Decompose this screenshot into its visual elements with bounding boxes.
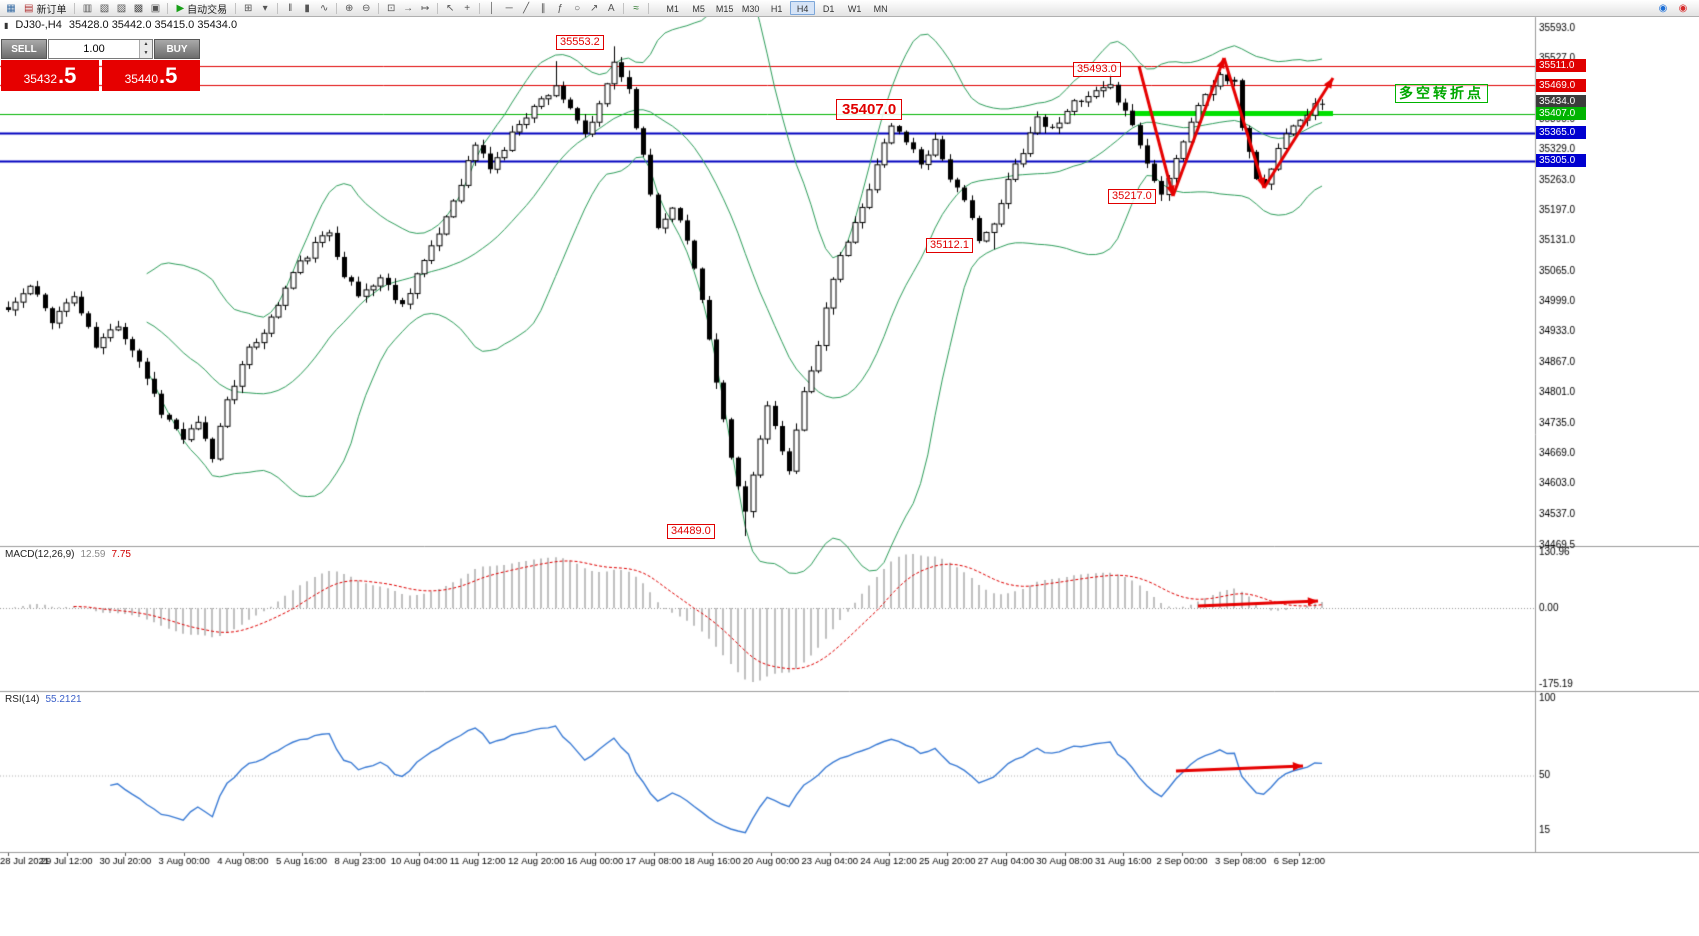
channel-icon[interactable]: ∥ xyxy=(540,2,546,14)
data-window-icon[interactable]: ▧ xyxy=(99,2,110,14)
price-marker-35365.0: 35365.0 xyxy=(1536,126,1586,140)
auto-scroll-icon[interactable]: → xyxy=(403,2,414,14)
toolbar-separator xyxy=(74,2,76,14)
toolbar-separator xyxy=(648,2,650,14)
timeframe-m1[interactable]: M1 xyxy=(666,4,679,14)
sell-price-big: .5 xyxy=(58,62,77,88)
rsi-value: 55.2121 xyxy=(45,694,82,705)
macd-main-value: 12.59 xyxy=(80,549,106,560)
vertical-line-icon[interactable]: │ xyxy=(489,2,496,14)
price-annotation-level-35407: 35407.0 xyxy=(836,99,903,120)
crosshair-icon[interactable]: + xyxy=(464,2,471,14)
terminal-icon[interactable]: ▩ xyxy=(133,2,144,14)
timeframe-m30[interactable]: M30 xyxy=(741,4,760,14)
price-annotation-low-35217: 35217.0 xyxy=(1108,189,1156,204)
sell-button[interactable]: SELL xyxy=(1,39,47,59)
symbol-ohlc: 35428.0 35442.0 35415.0 35434.0 xyxy=(68,19,238,31)
price-marker-35305.0: 35305.0 xyxy=(1536,154,1586,168)
buy-price-display[interactable]: 35440 .5 xyxy=(102,60,200,91)
strategy-tester-icon[interactable]: ▣ xyxy=(150,2,161,14)
toolbar-separator xyxy=(378,2,380,14)
volume-input[interactable] xyxy=(49,40,139,58)
volume-spinner: ▲ ▼ xyxy=(139,40,152,58)
timeframe-mn[interactable]: MN xyxy=(873,4,888,14)
buy-button[interactable]: BUY xyxy=(154,39,200,59)
navigator-icon[interactable]: ▨ xyxy=(116,2,127,14)
toolbar-separator xyxy=(235,2,237,14)
price-marker-35511.0: 35511.0 xyxy=(1536,59,1586,73)
horizontal-line-icon[interactable]: ─ xyxy=(505,2,513,14)
chart-symbol-icon: ▮ xyxy=(4,20,9,30)
sell-price-display[interactable]: 35432 .5 xyxy=(1,60,99,91)
cursor-icon[interactable]: ↖ xyxy=(445,2,455,14)
price-marker-35469.0: 35469.0 xyxy=(1536,78,1586,92)
toolbar-icons: ▦ ▤ 新订单 ▥ ▧ ▨ ▩ ▣ ▶ 自动交易 ⊞ ▾ ‖ ▮ ∿ ⊕ ⊖ ⊡ → ↦ ↖ + │ ─ ╱ ∥ ƒ ○ ↗ A ≈ xyxy=(3,1,652,16)
buy-price-main: 35440 xyxy=(124,71,158,86)
trendline-icon[interactable]: ╱ xyxy=(523,2,530,14)
arrow-tool-icon[interactable]: ↗ xyxy=(589,2,599,14)
timeframe-m15[interactable]: M15 xyxy=(715,4,734,14)
candle-chart-icon[interactable]: ▮ xyxy=(304,2,310,14)
symbol-title: DJ30-,H4 xyxy=(15,19,62,31)
timeframe-m5[interactable]: M5 xyxy=(692,4,705,14)
toolbar: ▦ ▤ 新订单 ▥ ▧ ▨ ▩ ▣ ▶ 自动交易 ⊞ ▾ ‖ ▮ ∿ ⊕ ⊖ ⊡ → ↦ ↖ + │ ─ ╱ ∥ ƒ ○ ↗ A ≈ M1 M… xyxy=(0,0,1699,17)
price-marker-35407.0: 35407.0 xyxy=(1536,107,1586,121)
profiles-icon[interactable]: ▾ xyxy=(262,2,268,14)
rsi-indicator-label: RSI(14) 55.2121 xyxy=(5,694,82,705)
timeframe-d1[interactable]: D1 xyxy=(822,4,835,14)
buy-price-big: .5 xyxy=(159,62,178,88)
price-annotation-high-35493: 35493.0 xyxy=(1073,62,1121,77)
sell-price-main: 35432 xyxy=(23,71,57,86)
shapes-icon[interactable]: ○ xyxy=(574,2,581,14)
text-tool-icon[interactable]: A xyxy=(607,2,615,14)
indicators-icon[interactable]: ≈ xyxy=(633,2,639,14)
autotrade-button[interactable]: ▶ 自动交易 xyxy=(172,1,231,16)
toolbar-separator xyxy=(437,2,439,14)
volume-control: ▲ ▼ xyxy=(48,39,153,59)
rsi-name: RSI(14) xyxy=(5,694,40,705)
one-click-trading-panel: SELL ▲ ▼ BUY 35432 .5 35440 .5 xyxy=(1,39,200,91)
toolbar-separator xyxy=(479,2,481,14)
timeframe-h4[interactable]: H4 xyxy=(790,1,816,15)
volume-up-button[interactable]: ▲ xyxy=(140,40,152,49)
timeframe-w1[interactable]: W1 xyxy=(847,4,862,14)
price-annotation-low-34489: 34489.0 xyxy=(667,524,715,539)
macd-indicator-label: MACD(12,26,9) 12.59 7.75 xyxy=(5,549,131,560)
fibonacci-icon[interactable]: ƒ xyxy=(557,2,563,14)
toolbar-separator xyxy=(167,2,169,14)
chart-shift-icon[interactable]: ↦ xyxy=(420,2,430,14)
chart-window-icon[interactable]: ▦ xyxy=(6,2,16,14)
new-chart-icon[interactable]: ⊞ xyxy=(243,2,253,14)
zoom-out-icon[interactable]: ⊖ xyxy=(361,2,371,14)
turning-point-label: 多空转折点 xyxy=(1395,84,1488,103)
new-order-button[interactable]: ▤ 新订单 xyxy=(20,1,70,16)
tile-windows-icon[interactable]: ⊡ xyxy=(386,2,396,14)
price-annotation-high-35553: 35553.2 xyxy=(556,35,604,50)
macd-signal-value: 7.75 xyxy=(111,549,131,560)
market-watch-icon[interactable]: ▥ xyxy=(82,2,93,14)
community-icon[interactable]: ◉ xyxy=(1658,2,1668,14)
macd-name: MACD(12,26,9) xyxy=(5,549,75,560)
toolbar-separator xyxy=(336,2,338,14)
trade-prices-row: 35432 .5 35440 .5 xyxy=(1,60,200,91)
toolbar-separator xyxy=(277,2,279,14)
price-marker-35434.0: 35434.0 xyxy=(1536,94,1586,108)
alerts-icon[interactable]: ◉ xyxy=(1678,2,1688,14)
line-chart-icon[interactable]: ∿ xyxy=(319,2,329,14)
trade-buttons-row: SELL ▲ ▼ BUY xyxy=(1,39,200,59)
timeframe-group: M1 M5 M15 M30 H1 H4 D1 W1 MN xyxy=(660,1,893,15)
toolbar-right-icons: ◉ ◉ xyxy=(1655,1,1696,16)
symbol-bar: ▮ DJ30-,H4 35428.0 35442.0 35415.0 35434… xyxy=(4,19,237,31)
volume-down-button[interactable]: ▼ xyxy=(140,49,152,58)
price-annotation-low-35112: 35112.1 xyxy=(926,238,973,253)
bar-chart-icon[interactable]: ‖ xyxy=(288,2,293,14)
timeframe-h1[interactable]: H1 xyxy=(770,4,783,14)
toolbar-separator xyxy=(623,2,625,14)
zoom-in-icon[interactable]: ⊕ xyxy=(344,2,354,14)
